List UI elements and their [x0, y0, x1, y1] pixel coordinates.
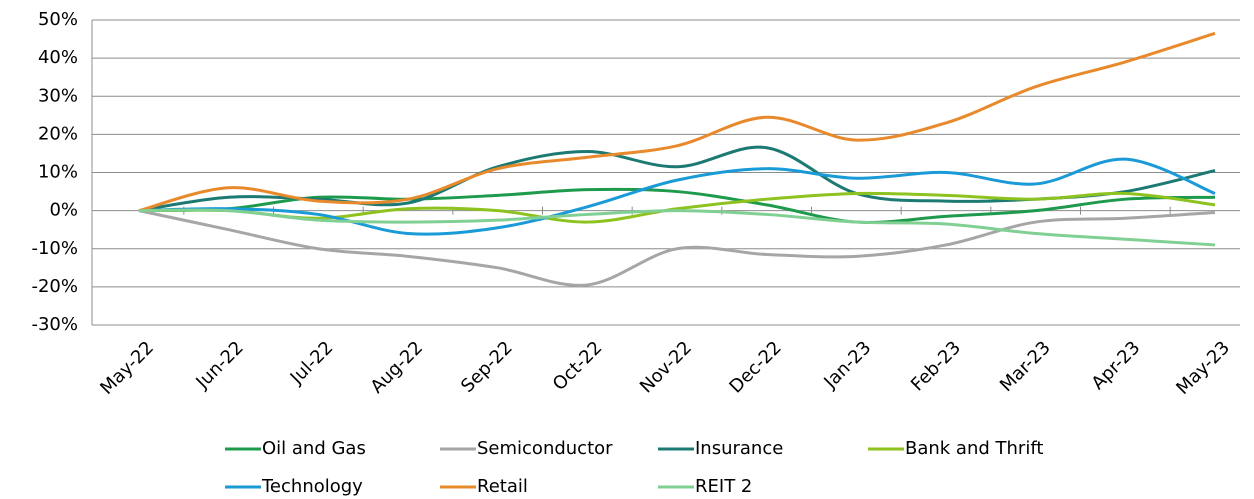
- x-tick-label: Apr-23: [1088, 337, 1145, 394]
- y-tick-label: -10%: [31, 238, 78, 259]
- x-tick-label: Feb-23: [907, 337, 965, 395]
- x-tick-label: May-23: [1172, 337, 1234, 399]
- y-tick-label: -30%: [31, 314, 78, 335]
- legend-label: Technology: [261, 476, 363, 497]
- x-tick-label: Oct-22: [549, 337, 607, 395]
- x-tick-label: Mar-23: [996, 337, 1055, 396]
- series-line: [138, 157, 1216, 236]
- y-tick-label: 50%: [38, 9, 78, 30]
- x-tick-label: Jan-23: [819, 337, 875, 393]
- series-line: [138, 191, 1216, 224]
- series-line: [138, 187, 1216, 224]
- x-tick-label: Dec-22: [725, 337, 785, 397]
- x-tick-label: May-22: [96, 337, 158, 399]
- legend-label: REIT 2: [695, 476, 752, 497]
- x-tick-label: Jul-22: [286, 337, 338, 389]
- legend-label: Oil and Gas: [262, 438, 366, 459]
- x-tick-label: Nov-22: [636, 337, 696, 397]
- series-line: [138, 208, 1216, 247]
- y-tick-label: 20%: [38, 123, 78, 144]
- x-tick-label: Sep-22: [457, 337, 517, 397]
- legend-label: Semiconductor: [477, 438, 613, 459]
- series-line: [138, 31, 1216, 213]
- y-tick-label: 40%: [38, 47, 78, 68]
- legend-label: Retail: [477, 476, 528, 497]
- y-tick-label: -20%: [31, 276, 78, 297]
- series-line: [138, 209, 1216, 287]
- y-tick-label: 0%: [49, 200, 78, 221]
- y-tick-label: 30%: [38, 85, 78, 106]
- x-tick-label: Jun-22: [192, 337, 248, 393]
- y-tick-label: 10%: [38, 162, 78, 183]
- x-tick-label: Aug-22: [367, 337, 427, 397]
- legend-label: Bank and Thrift: [905, 438, 1043, 459]
- legend-label: Insurance: [695, 438, 783, 459]
